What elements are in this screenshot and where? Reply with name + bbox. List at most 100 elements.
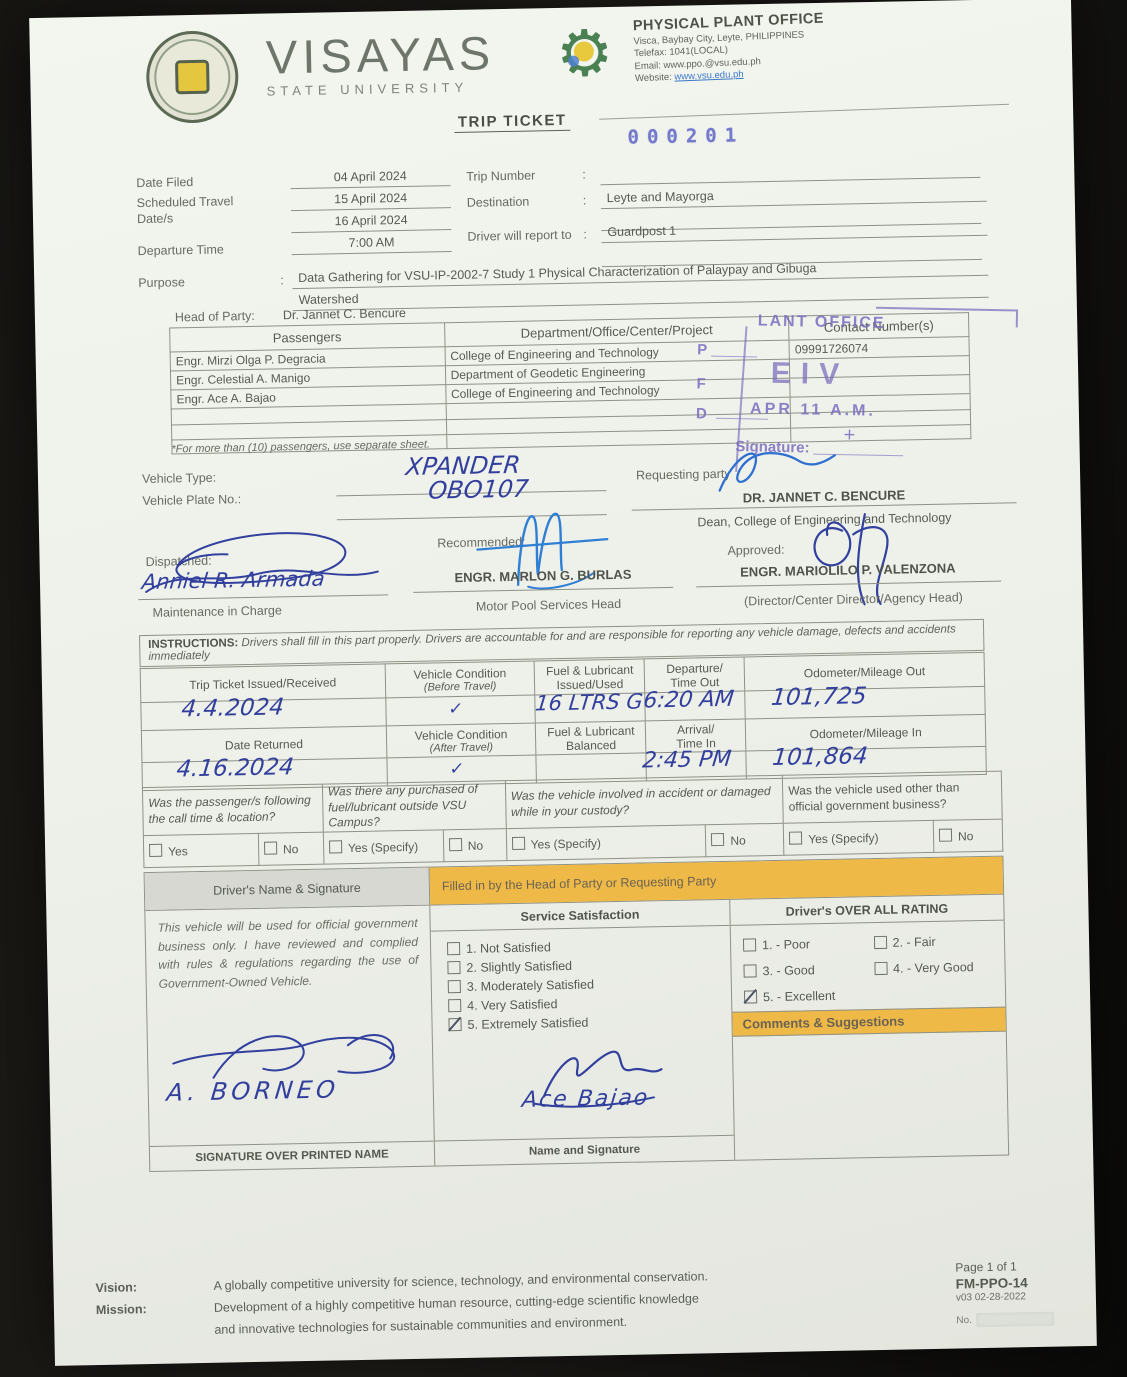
departure-time-label: Departure Time xyxy=(137,242,224,259)
footer: Vision: Mission: A globally competitive … xyxy=(95,1258,1066,1344)
satisfaction-option: 2. Slightly Satisfied xyxy=(447,956,730,975)
date-filed-label: Date Filed xyxy=(136,175,194,191)
signature-over-printed-name-label: SIGNATURE OVER PRINTED NAME xyxy=(149,1140,435,1172)
option-label: 5. Extremely Satisfied xyxy=(467,1015,589,1032)
condition-before-header: Vehicle Condition (Before Travel) xyxy=(384,661,536,698)
no-label: No. xyxy=(956,1314,972,1327)
recommended-title: Motor Pool Services Head xyxy=(475,596,622,614)
option-label: 4. - Very Good xyxy=(892,960,974,976)
condition-before-value: ✓ xyxy=(385,695,536,726)
page-number: Page 1 of 1 xyxy=(955,1259,1017,1275)
approved-label: Approved: xyxy=(727,542,785,558)
destination-label: Destination xyxy=(466,194,530,210)
website-label: Website: xyxy=(634,71,673,85)
satisfaction-option: 1. Not Satisfied xyxy=(446,937,730,956)
q4-yes-label: Yes (Specify) xyxy=(808,830,879,847)
q1-no-label: No xyxy=(282,842,299,857)
moderately-satisfied-checkbox xyxy=(447,980,461,994)
scheduled-date-1: 15 April 2024 xyxy=(290,190,451,212)
colon: : xyxy=(582,167,586,182)
question-4: Was the vehicle used other than official… xyxy=(782,771,1003,824)
instructions-label: INSTRUCTIONS: xyxy=(148,637,239,651)
approved-signature xyxy=(813,513,889,606)
q3-no-label: No xyxy=(730,833,746,848)
trip-log-table: Trip Ticket Issued/Received Vehicle Cond… xyxy=(140,652,987,791)
recommended-line xyxy=(412,569,674,593)
question-3: Was the vehicle involved in accident or … xyxy=(504,775,784,829)
trip-number-label: Trip Number xyxy=(466,168,536,184)
option-label: 3. - Good xyxy=(762,963,815,979)
form-code: FM-PPO-14 xyxy=(955,1275,1028,1292)
purpose-label: Purpose xyxy=(138,275,185,291)
condition-after-header: Vehicle Condition (After Travel) xyxy=(385,723,537,758)
q3-yes-checkbox xyxy=(511,836,525,851)
mission-label: Mission: xyxy=(95,1302,147,1318)
rating-option: 1. - Poor xyxy=(742,936,874,953)
option-label: 3. Moderately Satisfied xyxy=(466,977,595,994)
dispatched-title: Maintenance in Charge xyxy=(152,603,282,620)
satisfaction-option: 4. Very Satisfied xyxy=(448,994,731,1013)
rating-option: 4. - Very Good xyxy=(873,960,1005,977)
rating-excellent-checkbox xyxy=(743,990,758,1004)
driver-signature xyxy=(172,1034,396,1079)
fuel-balanced-header: Fuel & Lubricant Balanced xyxy=(535,720,647,756)
ppo-gear-logo-icon: ⚙ xyxy=(555,17,622,90)
option-label: 5. - Excellent xyxy=(762,988,836,1005)
report-to-label: Driver will report to xyxy=(467,227,572,244)
form-title: TRIP TICKET xyxy=(417,111,607,133)
very-satisfied-checkbox xyxy=(448,999,462,1013)
q4-no-checkbox xyxy=(938,828,953,842)
rating-option: 3. - Good xyxy=(743,962,874,979)
q2-yes-checkbox xyxy=(328,840,343,854)
slightly-satisfied-checkbox xyxy=(447,961,461,975)
vision-label: Vision: xyxy=(95,1280,138,1296)
q3-yes-cell: Yes (Specify) xyxy=(505,824,707,861)
q1-yes-cell: Yes xyxy=(143,833,259,868)
rating-very-good-checkbox xyxy=(873,961,888,976)
rating-option: 2. - Fair xyxy=(873,934,1004,951)
requesting-party-signature xyxy=(718,451,836,492)
issued-received-value: 4.4.2024 xyxy=(140,694,386,731)
header-divider xyxy=(599,103,1009,121)
satisfaction-column: Service Satisfaction 1. Not Satisfied 2.… xyxy=(430,899,736,1166)
departure-value: 6:20 AM xyxy=(642,687,746,721)
head-of-party-printed-name: Ace Bajao xyxy=(520,1085,651,1113)
no-field: No. xyxy=(956,1311,1066,1328)
head-of-party-signature xyxy=(533,1050,663,1108)
q2-yes-label: Yes (Specify) xyxy=(347,839,419,856)
no-value-box xyxy=(975,1311,1055,1328)
comments-empty-area xyxy=(733,1032,1008,1157)
q3-no-checkbox xyxy=(711,832,725,847)
destination-value: Leyte and Mayorga xyxy=(600,183,987,210)
colon: : xyxy=(280,273,284,288)
option-label: 2. Slightly Satisfied xyxy=(466,958,573,975)
q4-yes-cell: Yes (Specify) xyxy=(783,820,934,856)
q1-yes-checkbox xyxy=(149,843,163,857)
driver-column: This vehicle will be used for official g… xyxy=(145,905,436,1172)
approvals-section: Dispatched: Anniel R. Armada Maintenance… xyxy=(137,512,1019,646)
office-contact-block: PHYSICAL PLANT OFFICE Visca, Baybay City… xyxy=(633,4,995,85)
university-wordmark: VISAYAS STATE UNIVERSITY xyxy=(265,26,495,98)
recommended-signature xyxy=(476,512,609,590)
question-1: Was the passenger/s following the call t… xyxy=(142,784,324,836)
q1-yes-label: Yes xyxy=(168,844,188,859)
fuel-issued-value: 16 LTRS G xyxy=(535,689,646,724)
q4-no-label: No xyxy=(957,829,974,844)
vehicle-section: Vehicle Type: XPANDER Vehicle Plate No.:… xyxy=(136,447,1018,556)
ticket-number-stamp: 000201 xyxy=(627,124,745,149)
scheduled-label: Scheduled Travel Date/s xyxy=(136,194,234,226)
rating-column: Driver's OVER ALL RATING 1. - Poor 2. - … xyxy=(730,894,1008,1160)
contact-header: Contact Number(s) xyxy=(788,312,969,341)
rating-fair-checkbox xyxy=(873,935,887,950)
not-satisfied-checkbox xyxy=(446,942,461,956)
q4-yes-checkbox xyxy=(789,831,803,845)
option-label: 1. Not Satisfied xyxy=(465,940,551,956)
trip-number-value xyxy=(600,159,981,186)
name-and-signature-label: Name and Signature xyxy=(434,1134,735,1166)
q1-no-cell: No xyxy=(258,832,324,866)
approved-title: (Director/Center Director/Agency Head) xyxy=(743,590,963,609)
q3-no-cell: No xyxy=(705,823,785,857)
departure-time-value: 7:00 AM xyxy=(291,234,452,256)
driver-pledge-text: This vehicle will be used for official g… xyxy=(157,915,419,991)
